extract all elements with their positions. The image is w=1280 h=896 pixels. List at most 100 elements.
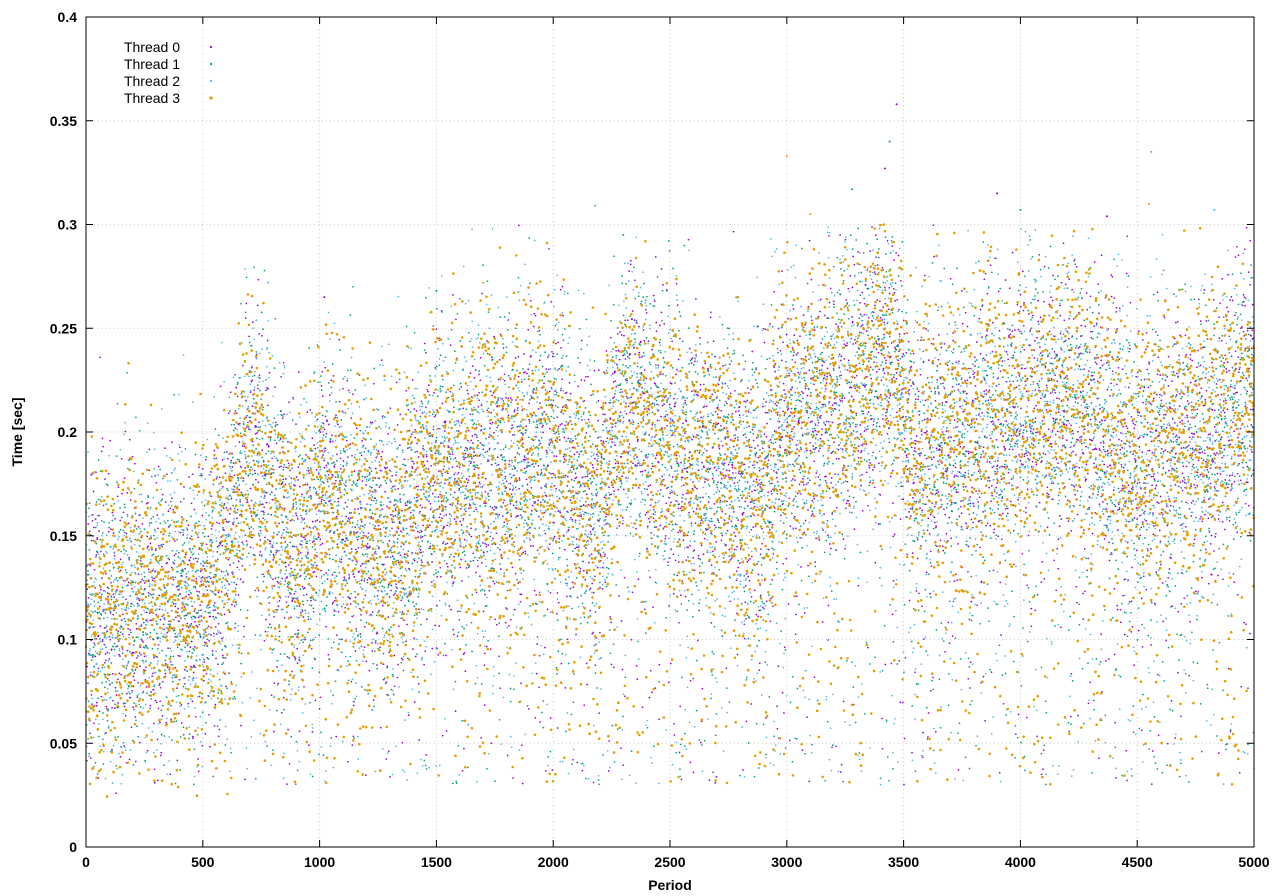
data-point	[153, 577, 156, 580]
data-point	[462, 518, 465, 520]
data-point	[443, 430, 446, 432]
data-point	[934, 731, 937, 733]
data-point	[334, 596, 337, 599]
data-point	[1137, 330, 1140, 332]
data-point	[750, 703, 752, 705]
data-point	[972, 373, 975, 376]
data-point	[863, 302, 866, 305]
data-point	[561, 422, 563, 425]
data-point	[721, 534, 724, 537]
data-point	[353, 470, 356, 472]
data-point	[576, 596, 579, 599]
data-point	[1191, 451, 1194, 454]
data-point	[1063, 319, 1066, 322]
data-point	[315, 575, 318, 578]
data-point	[976, 604, 979, 607]
data-point	[772, 469, 775, 472]
data-point	[91, 656, 94, 658]
data-point	[441, 402, 444, 405]
data-point	[1053, 335, 1055, 337]
data-point	[1053, 351, 1056, 353]
data-point	[100, 695, 103, 698]
data-point	[1115, 306, 1118, 309]
data-point	[1096, 493, 1099, 496]
data-point	[567, 528, 570, 531]
data-point	[421, 535, 424, 538]
data-point	[152, 688, 155, 691]
data-point	[1192, 463, 1195, 466]
data-point	[311, 437, 314, 440]
data-point	[742, 511, 745, 514]
data-point	[770, 492, 773, 495]
data-point	[473, 468, 476, 471]
data-point	[467, 392, 469, 395]
data-point	[354, 526, 357, 528]
data-point	[1185, 465, 1188, 468]
data-point	[878, 343, 881, 345]
data-point	[732, 472, 734, 474]
data-point	[109, 439, 112, 442]
data-point	[541, 426, 544, 428]
data-point	[1211, 361, 1213, 364]
data-point	[395, 583, 398, 586]
data-point	[138, 514, 141, 517]
data-point	[1040, 581, 1043, 583]
data-point	[629, 411, 632, 414]
data-point	[119, 519, 122, 522]
data-point	[249, 487, 252, 490]
data-point	[744, 601, 747, 604]
data-point	[244, 467, 247, 469]
data-point	[916, 557, 919, 560]
data-point	[456, 502, 459, 505]
data-point	[184, 642, 187, 645]
data-point	[889, 394, 892, 397]
data-point	[422, 524, 424, 527]
data-point	[524, 371, 526, 373]
data-point	[472, 442, 474, 444]
data-point	[258, 332, 261, 335]
data-point	[308, 472, 311, 475]
data-point	[548, 247, 550, 250]
data-point	[1189, 353, 1192, 356]
data-point	[98, 653, 101, 656]
data-point	[1059, 314, 1062, 317]
data-point	[437, 496, 440, 498]
data-point	[971, 486, 973, 489]
data-point	[349, 443, 352, 445]
data-point	[933, 516, 936, 519]
data-point	[195, 577, 198, 580]
data-point	[1168, 424, 1171, 427]
data-point	[442, 542, 444, 545]
data-point	[1167, 576, 1170, 579]
data-point	[976, 341, 978, 343]
data-point	[1163, 413, 1165, 416]
data-point	[206, 645, 209, 647]
data-point	[846, 342, 849, 344]
data-point	[961, 423, 964, 426]
data-point	[1035, 404, 1037, 407]
data-point	[486, 450, 489, 453]
data-point	[720, 539, 723, 542]
data-point	[263, 511, 265, 514]
data-point	[915, 590, 918, 592]
data-point	[687, 546, 689, 549]
data-point	[850, 395, 853, 398]
data-point	[151, 675, 154, 677]
data-point	[752, 526, 755, 528]
data-point	[897, 254, 900, 257]
data-point	[134, 716, 137, 718]
data-point	[120, 673, 123, 676]
data-point	[323, 459, 325, 462]
data-point	[327, 473, 330, 476]
data-point	[466, 447, 469, 450]
data-point	[250, 380, 253, 383]
data-point	[559, 423, 562, 426]
data-point	[1017, 498, 1019, 501]
data-point	[1135, 375, 1138, 378]
data-point	[344, 578, 346, 580]
data-point	[1031, 376, 1033, 378]
data-point	[587, 539, 589, 542]
data-point	[243, 635, 245, 638]
data-point	[649, 576, 651, 579]
data-point	[824, 424, 827, 426]
